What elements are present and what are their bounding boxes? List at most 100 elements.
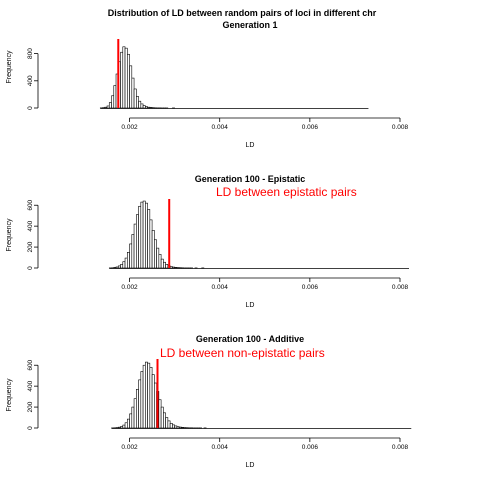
histogram-bar [126, 418, 130, 429]
histogram-bar [176, 426, 180, 429]
x-tick-label: 0.006 [302, 124, 319, 131]
histogram-bar [138, 379, 142, 429]
histogram-bar [142, 105, 146, 109]
histogram-bar [142, 200, 146, 269]
histogram-bar [156, 247, 160, 269]
histogram-bar [181, 427, 184, 429]
y-axis-label: Frequency [6, 50, 13, 84]
histogram-bar [169, 266, 173, 269]
histogram-bar [147, 362, 151, 429]
histogram-bar [111, 95, 115, 109]
x-tick-label: 0.002 [121, 284, 138, 291]
histogram-bar [147, 106, 151, 109]
histogram-bar [154, 382, 157, 429]
histogram-bar [145, 361, 148, 429]
axes: 0.002 0.004 0.006 0.008 0 400 800 [27, 48, 409, 131]
x-tick-label: 0.008 [392, 124, 409, 131]
y-tick-label: 200 [27, 241, 34, 252]
histogram-bar [131, 406, 135, 429]
histogram-bar [113, 85, 117, 109]
panel-title: Generation 1 [222, 20, 277, 30]
y-tick-label: 0 [27, 426, 34, 430]
histogram-bar [172, 266, 175, 269]
histogram-bar [117, 265, 121, 269]
figure-main-title: Distribution of LD between random pairs … [108, 8, 377, 18]
y-tick-label: 400 [27, 380, 34, 391]
histogram-bar [108, 102, 112, 109]
histogram-bar [140, 201, 144, 269]
histogram-bar [129, 243, 133, 269]
histogram-bar [133, 223, 137, 269]
histogram-bar [163, 261, 166, 269]
annotation: LD between epistatic pairs [216, 185, 357, 199]
histogram-bar [133, 88, 137, 109]
histogram-bar [120, 51, 124, 109]
histogram-bar [178, 426, 182, 429]
histogram-bar [149, 367, 153, 429]
histogram-bar [138, 205, 142, 269]
x-axis-label: LD [246, 462, 255, 469]
histogram-bar [169, 422, 173, 429]
x-tick-label: 0.004 [212, 444, 229, 451]
histogram-bar [172, 424, 175, 429]
histogram-bar [145, 202, 148, 269]
histogram-bar [136, 96, 139, 109]
histogram-bar [151, 374, 155, 429]
panel-title: Generation 100 - Epistatic [195, 174, 306, 184]
histogram-bar [140, 371, 144, 429]
histogram-bar [136, 388, 139, 429]
histogram-bar [124, 47, 128, 109]
x-tick-label: 0.006 [302, 444, 319, 451]
histogram-bar [151, 230, 155, 269]
histogram-bar [160, 258, 164, 269]
x-axis-label: LD [246, 142, 255, 149]
histogram-bar [133, 398, 137, 429]
y-tick-label: 0 [27, 266, 34, 270]
histogram-bar [138, 100, 142, 109]
panel-generation-1: Generation 1 Frequency LD 0.002 0.004 0.00… [6, 20, 409, 149]
histogram-bar [140, 103, 144, 109]
histogram-bar [167, 420, 171, 429]
histogram-bar [126, 53, 130, 109]
histogram-bar [122, 46, 126, 109]
y-axis-label: Frequency [6, 218, 13, 252]
histogram-bar [145, 106, 148, 109]
histogram-bar [165, 417, 169, 429]
histogram-bar [160, 406, 164, 429]
x-tick-label: 0.002 [121, 124, 138, 131]
x-axis-label: LD [246, 302, 255, 309]
bars [108, 199, 410, 269]
histogram-bar [126, 252, 130, 269]
histogram-bar [147, 209, 151, 269]
histogram-bar [122, 261, 126, 269]
axes: 0.002 0.004 0.006 0.008 0 200 400 600 [27, 359, 409, 451]
x-tick-label: 0.008 [392, 284, 409, 291]
y-tick-label: 600 [27, 359, 34, 370]
histogram-bar [131, 77, 135, 109]
panel-title: Generation 100 - Additive [196, 334, 304, 344]
histogram-bar [117, 426, 121, 429]
panel-generation-100-epistatic: Generation 100 - Epistatic Frequency LD … [6, 174, 410, 309]
histogram-bar [106, 105, 110, 109]
histogram-bar [158, 254, 162, 269]
histogram-bar [163, 412, 166, 429]
histogram-bar [115, 266, 119, 269]
panel-generation-100-additive: Generation 100 - Additive Frequency LD L… [6, 334, 412, 469]
y-tick-label: 0 [27, 106, 34, 110]
histogram-bar [142, 364, 146, 429]
histogram-bar [149, 219, 153, 269]
histogram-bar [124, 422, 128, 429]
histogram-bar [174, 425, 178, 429]
y-tick-label: 800 [27, 48, 34, 59]
histogram-bar [113, 267, 117, 269]
histogram-bar [129, 65, 133, 109]
x-tick-label: 0.004 [212, 124, 229, 131]
y-tick-label: 400 [27, 75, 34, 86]
histogram-bar [154, 239, 157, 269]
y-axis-label: Frequency [6, 378, 13, 412]
histogram-bar [136, 214, 139, 269]
axes: 0.002 0.004 0.006 0.008 0 200 400 600 [27, 199, 409, 291]
bars [111, 359, 412, 429]
histogram-bar [120, 426, 124, 429]
